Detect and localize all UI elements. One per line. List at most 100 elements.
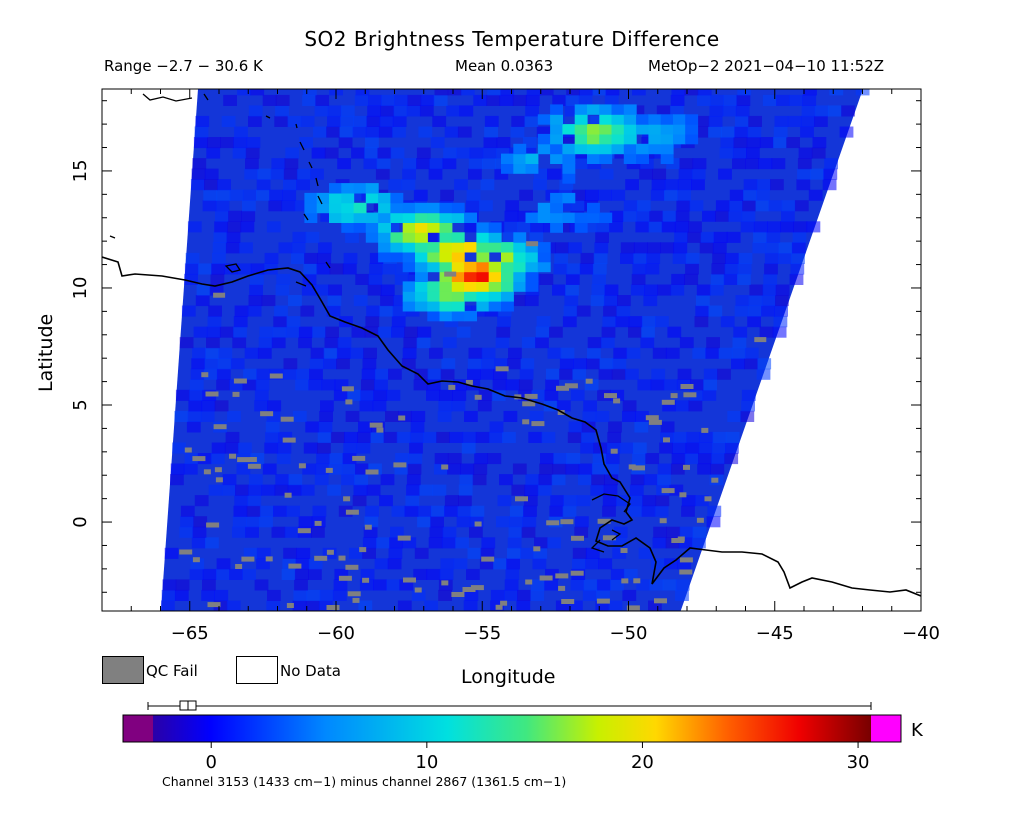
noise-pixel (256, 558, 270, 570)
noise-pixel (660, 421, 675, 433)
noise-pixel (694, 126, 709, 138)
qc-fail-pixel (286, 603, 294, 608)
qc-fail-pixel (628, 464, 636, 470)
noise-pixel (734, 305, 749, 317)
noise-pixel (557, 200, 572, 212)
noise-pixel (410, 421, 425, 433)
noise-pixel (671, 453, 686, 465)
qc-fail-pixel (610, 448, 618, 454)
noise-pixel (208, 484, 223, 496)
noise-pixel (380, 105, 395, 117)
noise-pixel (338, 505, 353, 517)
plume-pixel (476, 222, 490, 233)
noise-pixel (506, 558, 520, 570)
noise-pixel (582, 410, 597, 422)
noise-pixel (339, 126, 354, 138)
noise-pixel (207, 137, 221, 149)
qc-fail-pixel (525, 579, 533, 585)
noise-pixel (706, 516, 721, 528)
plume-pixel (378, 202, 391, 214)
plume-pixel (464, 310, 477, 322)
plume-pixel (599, 104, 613, 115)
noise-pixel (756, 368, 771, 380)
noise-pixel (695, 495, 709, 507)
noise-pixel (800, 126, 814, 138)
noise-pixel (764, 263, 778, 275)
noise-pixel (250, 273, 264, 285)
noise-pixel (781, 210, 795, 222)
qc-fail-pixel (326, 549, 334, 555)
plume-pixel (451, 310, 465, 322)
noise-pixel (362, 547, 376, 559)
noise-pixel (695, 115, 710, 127)
plume-pixel (623, 153, 637, 164)
noise-pixel (161, 600, 175, 611)
noise-pixel (303, 263, 318, 275)
plume-pixel (365, 212, 379, 223)
noise-pixel (598, 368, 613, 380)
noise-pixel (423, 431, 437, 443)
noise-pixel (327, 295, 342, 307)
noise-pixel (203, 189, 218, 201)
plume-pixel (476, 281, 490, 292)
noise-pixel (309, 368, 323, 380)
noise-pixel (529, 410, 544, 422)
swath-noise (161, 89, 870, 611)
noise-pixel (770, 179, 784, 191)
noise-pixel (814, 105, 829, 117)
noise-pixel (574, 526, 589, 538)
noise-pixel (442, 158, 457, 170)
noise-pixel (559, 368, 573, 380)
noise-pixel (381, 94, 395, 106)
noise-pixel (711, 453, 725, 465)
noise-pixel (243, 368, 257, 380)
noise-pixel (365, 137, 379, 149)
noise-pixel (640, 337, 655, 349)
qc-fail-pixel (462, 587, 476, 592)
plume-pixel (427, 261, 441, 273)
noise-pixel (710, 273, 725, 285)
noise-pixel (219, 326, 234, 338)
plume-pixel (636, 153, 649, 164)
noise-pixel (453, 379, 467, 391)
noise-pixel (200, 410, 215, 422)
plume-pixel (390, 212, 404, 223)
noise-pixel (755, 200, 770, 212)
noise-pixel (184, 273, 198, 285)
qc-fail-pixel (711, 477, 719, 483)
noise-pixel (190, 179, 205, 191)
noise-pixel (670, 284, 685, 296)
noise-pixel (328, 463, 343, 475)
plume-pixel (562, 153, 576, 164)
qc-fail-pixel (325, 467, 333, 473)
noise-pixel (494, 168, 509, 180)
noise-pixel (648, 221, 663, 233)
plume-pixel (623, 124, 637, 135)
qc-fail-pixel (441, 464, 449, 470)
qc-fail-pixel (754, 337, 767, 343)
noise-pixel (625, 368, 639, 380)
noise-pixel (403, 158, 417, 170)
noise-pixel (606, 442, 621, 454)
noise-pixel (223, 94, 237, 106)
noise-pixel (320, 210, 335, 222)
noise-pixel (698, 442, 713, 454)
plume-pixel (550, 114, 563, 125)
noise-pixel (645, 453, 660, 465)
noise-pixel (474, 453, 488, 465)
plume-pixel (623, 143, 637, 155)
qc-fail-pixel (282, 437, 296, 443)
noise-pixel (206, 147, 221, 159)
noise-pixel (174, 410, 189, 422)
qc-fail-pixel (314, 520, 322, 526)
noise-pixel (679, 526, 694, 538)
qc-fail-pixel (345, 509, 359, 515)
noise-pixel (652, 347, 667, 359)
plume-pixel (685, 114, 699, 125)
noise-pixel (344, 431, 358, 443)
plume-pixel (402, 212, 416, 223)
noise-pixel (576, 305, 591, 317)
noise-pixel (610, 568, 625, 580)
noise-pixel (330, 431, 345, 443)
noise-pixel (340, 105, 355, 117)
